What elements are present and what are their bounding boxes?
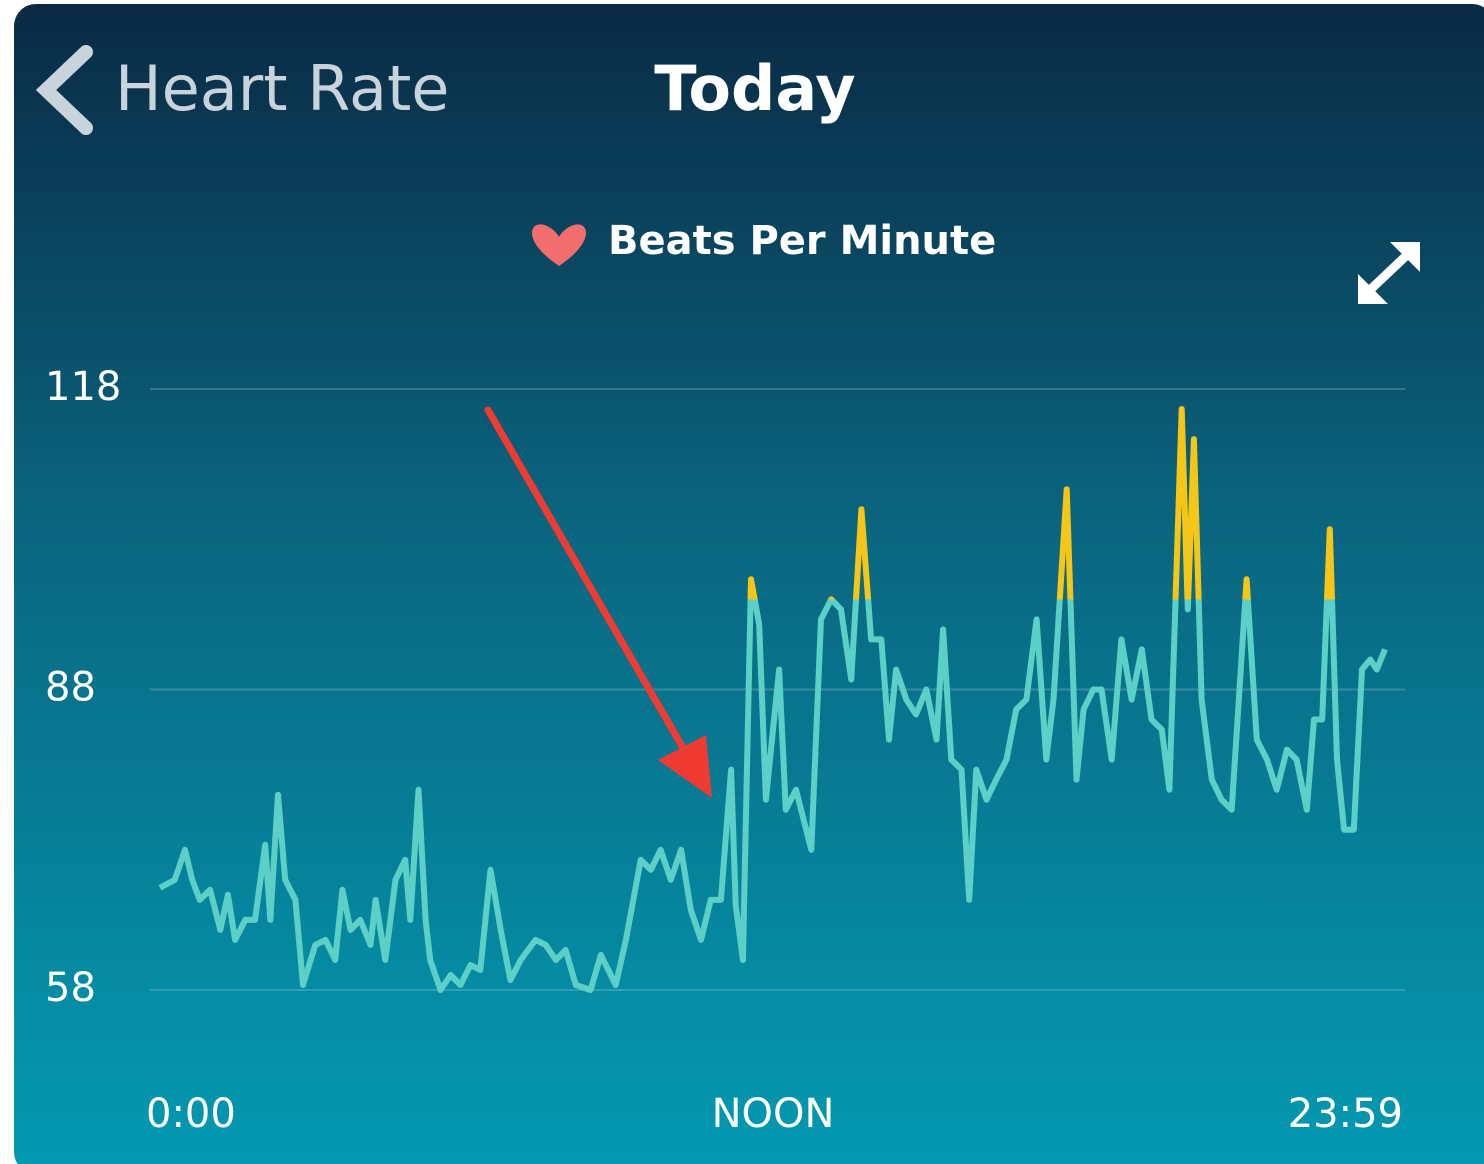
back-label[interactable]: Heart Rate: [115, 52, 449, 125]
back-icon[interactable]: [35, 45, 93, 135]
y-tick-label: 118: [45, 364, 121, 410]
x-tick-label: 0:00: [146, 1091, 236, 1137]
chart-title: Today: [654, 52, 855, 125]
heart-rate-line: [158, 406, 1388, 993]
y-tick-label: 58: [45, 965, 96, 1011]
legend-heart: [531, 224, 587, 266]
annotation-arrowhead: [658, 735, 712, 798]
x-tick-label: 23:59: [1288, 1091, 1403, 1137]
legend-label: Beats Per Minute: [608, 218, 996, 264]
x-tick-label: NOON: [712, 1091, 835, 1137]
y-tick-label: 88: [45, 665, 96, 711]
annotation-arrow: [484, 406, 694, 764]
plot: 58 88 118 0:00 NOON 23:59: [45, 364, 1405, 1137]
expand-icon[interactable]: [1358, 242, 1420, 304]
